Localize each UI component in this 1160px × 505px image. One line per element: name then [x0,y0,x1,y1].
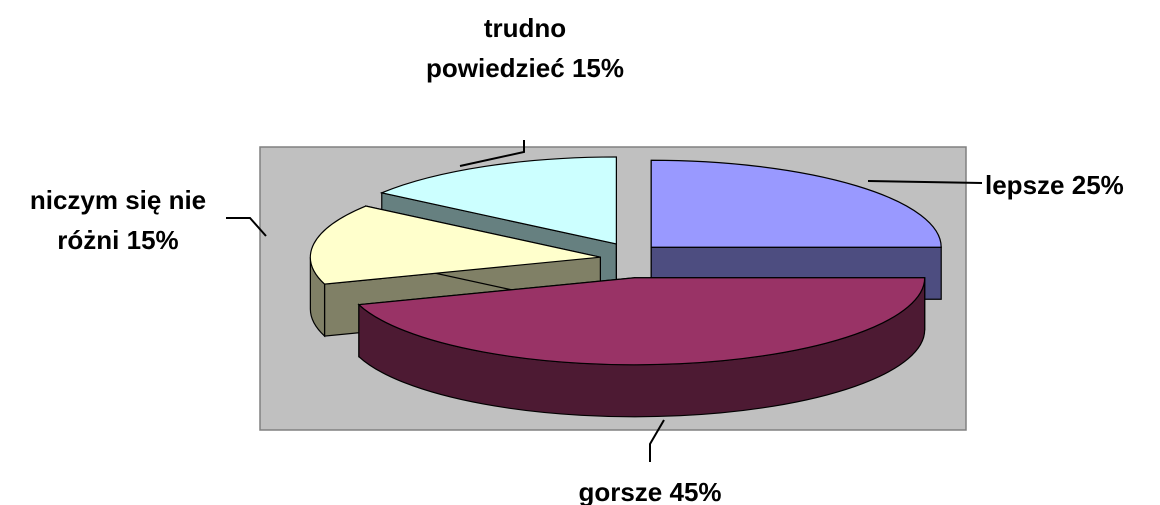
leader-lines [226,140,983,462]
slice [379,156,617,245]
slice [650,159,942,248]
leader-line [459,140,525,167]
slice [309,205,601,285]
leader-line [226,217,267,237]
data-label: gorsze 45% [578,477,722,505]
leader-line [867,180,983,184]
data-label: niczym się nie różni 15% [29,185,207,255]
data-label: trudno powiedzieć 15% [426,13,624,83]
leader-line [649,419,665,462]
data-label: lepsze 25% [985,170,1124,200]
slices [309,156,942,418]
slice [357,277,926,366]
